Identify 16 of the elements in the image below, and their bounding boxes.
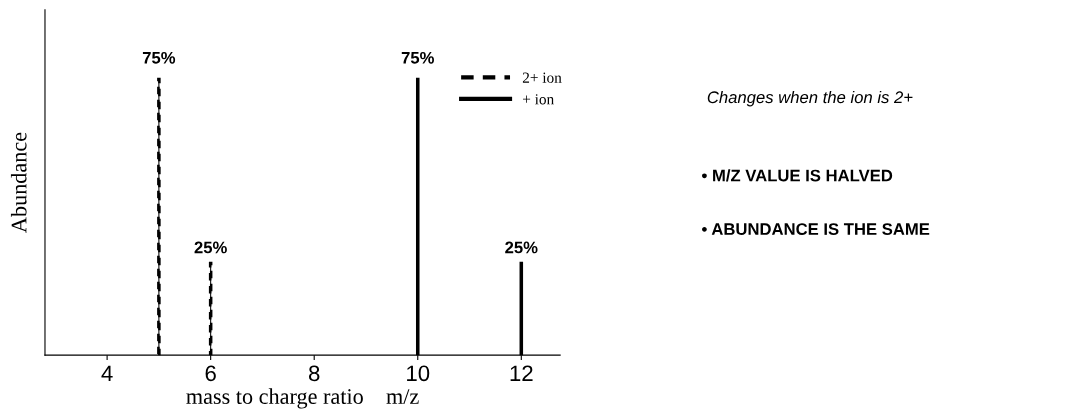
data-label: 25% (194, 241, 227, 254)
data-label: 25% (505, 241, 538, 254)
text: Changes when the ion is 2+ (707, 90, 913, 107)
data-label: 75% (401, 51, 434, 64)
text: • M/Z VALUE IS HALVED (702, 169, 893, 182)
x-tick-label: 10 (407, 365, 430, 382)
x-tick-label: 12 (510, 365, 533, 381)
text: • ABUNDANCE IS THE SAME (702, 223, 930, 235)
data-label: 75% (142, 51, 176, 64)
x-tick-label: 6 (205, 365, 216, 382)
legend-label: 2+ ion (522, 72, 562, 83)
legend-label: + ion (523, 94, 554, 105)
y-axis-title: Abundance (10, 132, 27, 233)
x-tick-label: 4 (101, 365, 113, 381)
x-tick-label: 8 (308, 365, 320, 382)
x-axis-title: mass to charge ratio m/z (186, 388, 419, 409)
